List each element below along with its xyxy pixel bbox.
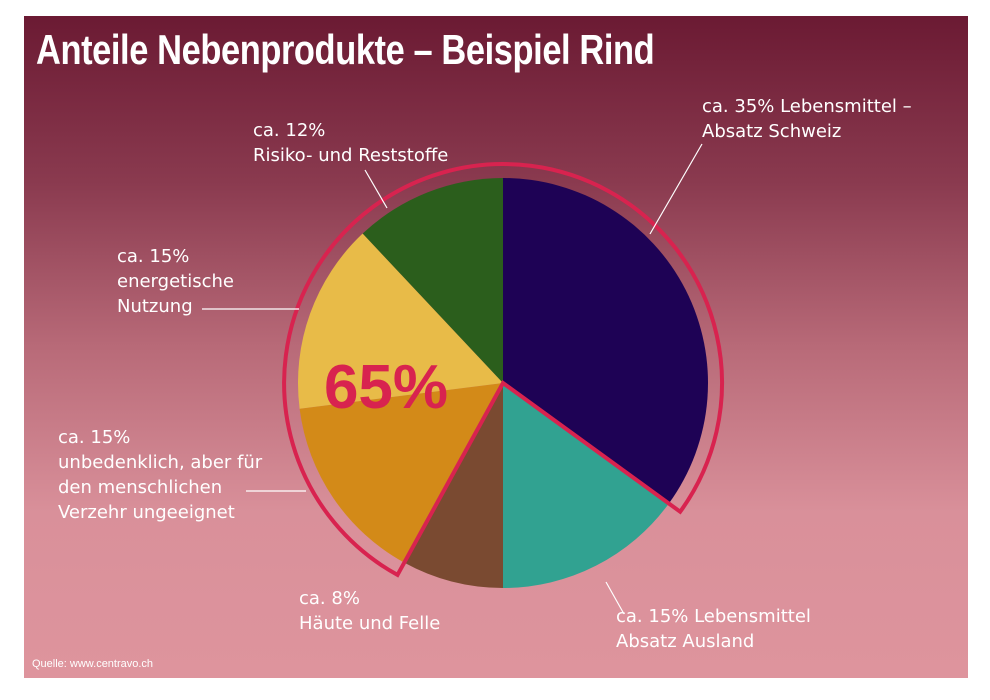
pie-slice-1 xyxy=(503,383,669,588)
slice-label-3-line-1: unbedenklich, aber für xyxy=(58,452,263,473)
slice-label-1-line-1: Absatz Ausland xyxy=(616,631,754,652)
slice-label-4-line-0: ca. 15% xyxy=(117,246,189,267)
chart-panel: Anteile Nebenprodukte – Beispiel Rind 65… xyxy=(24,16,968,678)
slice-label-1: ca. 15% Lebensmittel Absatz Ausland xyxy=(616,606,811,652)
slice-label-0-line-1: Absatz Schweiz xyxy=(702,121,841,142)
highlight-value-label: 65% xyxy=(324,353,448,422)
slice-label-0-line-0: ca. 35% Lebensmittel – xyxy=(702,96,912,117)
slice-label-4-line-2: Nutzung xyxy=(117,296,193,317)
pie-slices xyxy=(298,178,708,588)
pie-chart: 65% ca. 35% Lebensmittel – Absatz Schweiz… xyxy=(58,96,912,652)
slice-label-5-line-0: ca. 12% xyxy=(253,120,325,141)
slice-label-3-line-2: den menschlichen xyxy=(58,477,222,498)
pie-slice-4 xyxy=(298,233,503,409)
pie-slice-5 xyxy=(362,178,503,383)
slice-label-3-line-3: Verzehr ungeeignet xyxy=(58,502,235,523)
slice-label-5: ca. 12% Risiko- und Reststoffe xyxy=(253,120,448,166)
slice-label-2: ca. 8% Häute und Felle xyxy=(299,588,440,634)
source-note: Quelle: www.centravo.ch xyxy=(32,658,154,670)
leader-line-0 xyxy=(649,143,703,235)
pie-slice-0 xyxy=(503,178,708,504)
pie-slice-3 xyxy=(299,383,503,563)
leader-line-1 xyxy=(605,581,625,615)
slice-label-1-line-0: ca. 15% Lebensmittel xyxy=(616,606,811,627)
leader-lines xyxy=(202,143,703,615)
slice-label-2-line-0: ca. 8% xyxy=(299,588,360,609)
pie-slice-2 xyxy=(404,383,503,588)
slice-label-4-line-1: energetische xyxy=(117,271,234,292)
slice-label-3-line-0: ca. 15% xyxy=(58,427,130,448)
chart-title: Anteile Nebenprodukte – Beispiel Rind xyxy=(36,26,655,73)
slice-label-0: ca. 35% Lebensmittel – Absatz Schweiz xyxy=(702,96,912,142)
slice-label-3: ca. 15% unbedenklich, aber für den menschl… xyxy=(58,427,263,523)
highlight-outline xyxy=(282,162,724,578)
slice-label-5-line-1: Risiko- und Reststoffe xyxy=(253,145,448,166)
slice-labels: ca. 35% Lebensmittel – Absatz Schweizca. … xyxy=(58,96,912,652)
slice-label-2-line-1: Häute und Felle xyxy=(299,613,440,634)
slice-label-4: ca. 15% energetische Nutzung xyxy=(117,246,234,317)
leader-line-2 xyxy=(364,169,388,209)
